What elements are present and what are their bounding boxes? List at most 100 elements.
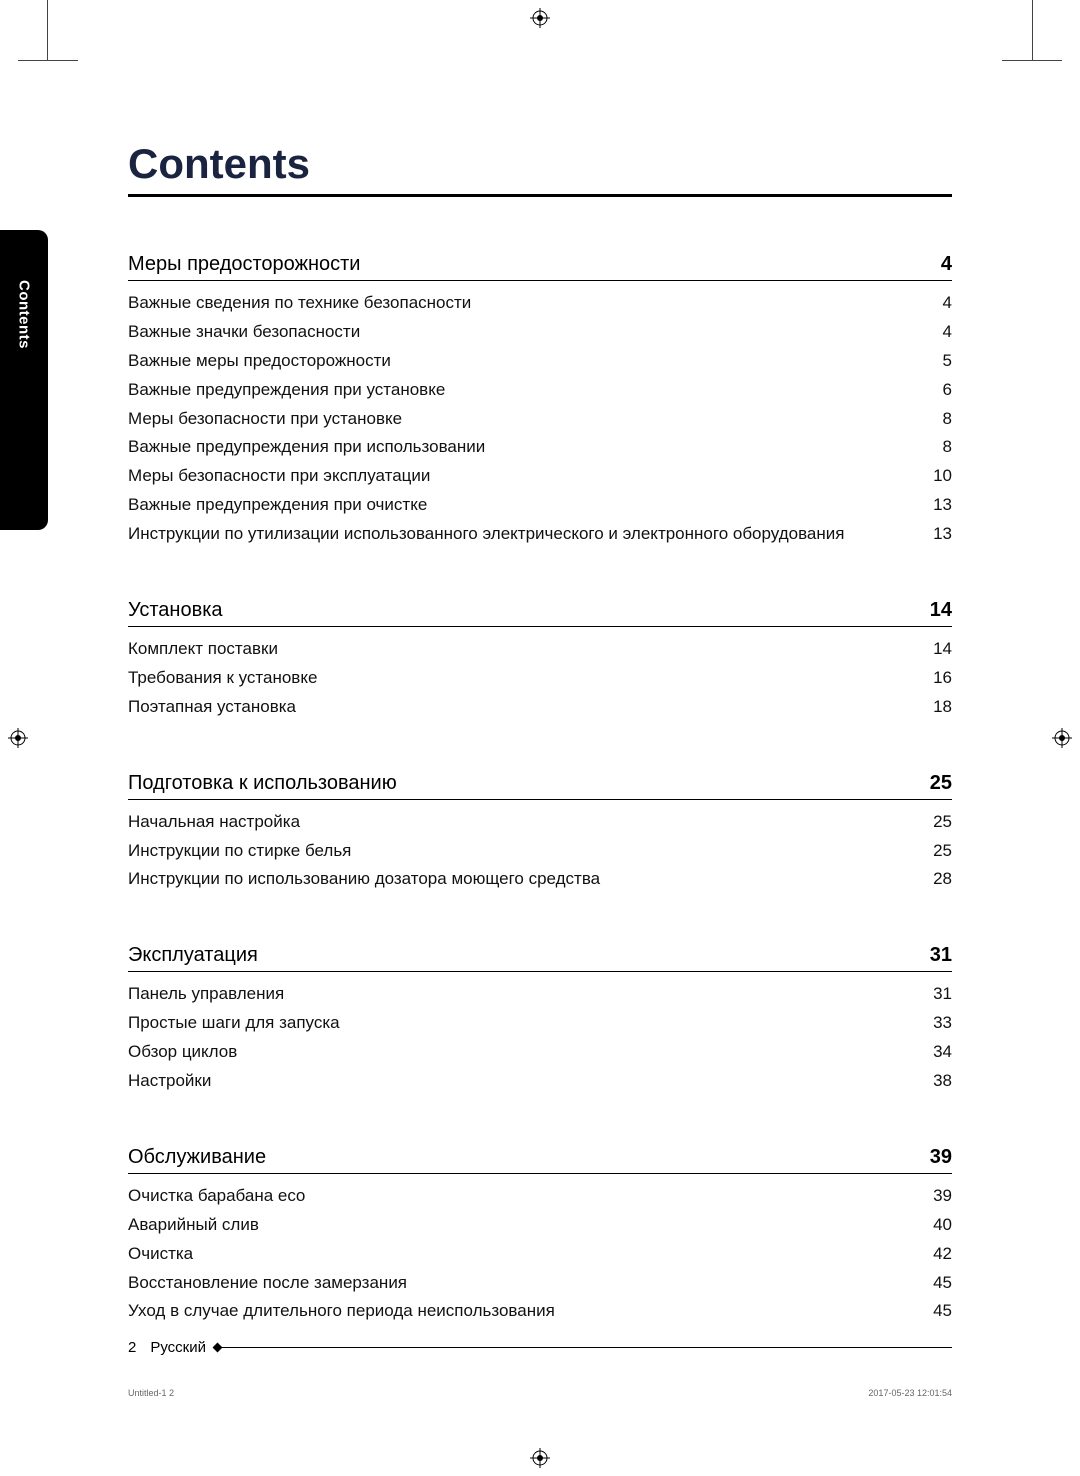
toc-row: Поэтапная установка18 (128, 693, 952, 722)
toc-item-title: Начальная настройка (128, 808, 912, 837)
toc-row: Комплект поставки14 (128, 635, 952, 664)
toc-item-page: 13 (912, 520, 952, 549)
toc-item-page: 4 (912, 318, 952, 347)
toc-item-page: 4 (912, 289, 952, 318)
toc-item-page: 39 (912, 1182, 952, 1211)
toc-item-page: 33 (912, 1009, 952, 1038)
section-page: 31 (930, 944, 952, 967)
toc-row: Важные значки безопасности4 (128, 318, 952, 347)
toc-row: Аварийный слив40 (128, 1211, 952, 1240)
title-rule (128, 194, 952, 197)
toc-item-page: 25 (912, 808, 952, 837)
toc-item-title: Поэтапная установка (128, 693, 912, 722)
toc-item-title: Уход в случае длительного периода неиспо… (128, 1297, 912, 1326)
toc-item-page: 42 (912, 1240, 952, 1269)
toc-item-title: Важные значки безопасности (128, 318, 912, 347)
toc-section: Подготовка к использованию25Начальная на… (128, 772, 952, 895)
registration-mark-icon (8, 728, 28, 748)
page: Contents Contents Меры предосторожности4… (48, 60, 1032, 1416)
toc-section: Эксплуатация31Панель управления31Простые… (128, 944, 952, 1096)
section-title: Меры предосторожности (128, 253, 360, 276)
section-page: 39 (930, 1146, 952, 1169)
toc-item-page: 25 (912, 837, 952, 866)
toc-item-title: Аварийный слив (128, 1211, 912, 1240)
toc-row: Важные предупреждения при установке6 (128, 376, 952, 405)
toc-row: Меры безопасности при установке8 (128, 405, 952, 434)
toc-row: Обзор циклов34 (128, 1038, 952, 1067)
toc-row: Требования к установке16 (128, 664, 952, 693)
toc-item-page: 28 (912, 865, 952, 894)
side-tab-label: Contents (16, 280, 33, 349)
toc-item-title: Меры безопасности при установке (128, 405, 912, 434)
toc-item-page: 16 (912, 664, 952, 693)
toc-item-title: Панель управления (128, 980, 912, 1009)
toc-item-page: 34 (912, 1038, 952, 1067)
toc-item-page: 14 (912, 635, 952, 664)
toc-section: Установка14Комплект поставки14Требования… (128, 599, 952, 722)
toc-item-title: Простые шаги для запуска (128, 1009, 912, 1038)
section-title: Установка (128, 599, 223, 622)
toc-item-page: 10 (912, 462, 952, 491)
toc-row: Важные предупреждения при очистке13 (128, 491, 952, 520)
toc-item-page: 31 (912, 980, 952, 1009)
toc-item-title: Очистка (128, 1240, 912, 1269)
toc-row: Важные предупреждения при использовании8 (128, 433, 952, 462)
section-page: 25 (930, 772, 952, 795)
toc-item-page: 45 (912, 1297, 952, 1326)
section-title: Эксплуатация (128, 944, 258, 967)
section-header: Эксплуатация 31 (128, 944, 952, 972)
toc-row: Уход в случае длительного периода неиспо… (128, 1297, 952, 1326)
toc-item-title: Важные предупреждения при установке (128, 376, 912, 405)
toc-row: Очистка барабана eco39 (128, 1182, 952, 1211)
toc-row: Очистка42 (128, 1240, 952, 1269)
section-page: 14 (930, 599, 952, 622)
side-tab: Contents (0, 230, 48, 530)
crop-mark (47, 0, 107, 60)
toc-item-page: 6 (912, 376, 952, 405)
toc-row: Начальная настройка25 (128, 808, 952, 837)
toc-item-page: 8 (912, 433, 952, 462)
toc-item-title: Инструкции по стирке белья (128, 837, 912, 866)
toc-item-page: 38 (912, 1067, 952, 1096)
page-footer: 2 Русский (128, 1339, 952, 1356)
toc-row: Важные меры предосторожности5 (128, 347, 952, 376)
section-header: Меры предосторожности 4 (128, 253, 952, 281)
toc-item-page: 5 (912, 347, 952, 376)
toc-row: Инструкции по утилизации использованного… (128, 520, 952, 549)
toc-row: Меры безопасности при эксплуатации10 (128, 462, 952, 491)
page-number: 2 (128, 1339, 136, 1356)
toc-row: Восстановление после замерзания45 (128, 1269, 952, 1298)
toc-row: Настройки38 (128, 1067, 952, 1096)
toc-item-title: Требования к установке (128, 664, 912, 693)
toc-item-title: Важные сведения по технике безопасности (128, 289, 912, 318)
toc-section: Меры предосторожности4Важные сведения по… (128, 253, 952, 549)
toc-item-title: Настройки (128, 1067, 912, 1096)
toc-item-page: 8 (912, 405, 952, 434)
toc-item-title: Очистка барабана eco (128, 1182, 912, 1211)
crop-mark (973, 0, 1033, 60)
section-title: Обслуживание (128, 1146, 266, 1169)
toc-item-title: Обзор циклов (128, 1038, 912, 1067)
toc-item-title: Инструкции по использованию дозатора мою… (128, 865, 912, 894)
toc-row: Инструкции по использованию дозатора мою… (128, 865, 952, 894)
registration-mark-icon (530, 1448, 550, 1468)
toc-row: Простые шаги для запуска33 (128, 1009, 952, 1038)
toc-item-title: Важные меры предосторожности (128, 347, 912, 376)
section-header: Установка 14 (128, 599, 952, 627)
section-page: 4 (941, 253, 952, 276)
section-title: Подготовка к использованию (128, 772, 397, 795)
toc-item-page: 40 (912, 1211, 952, 1240)
toc-item-title: Инструкции по утилизации использованного… (128, 520, 912, 549)
toc-sections: Меры предосторожности4Важные сведения по… (128, 253, 952, 1326)
toc-item-title: Восстановление после замерзания (128, 1269, 912, 1298)
toc-section: Обслуживание39Очистка барабана eco39Авар… (128, 1146, 952, 1326)
page-language: Русский (150, 1339, 206, 1356)
toc-row: Важные сведения по технике безопасности4 (128, 289, 952, 318)
section-header: Подготовка к использованию 25 (128, 772, 952, 800)
footer-rule (220, 1347, 952, 1348)
section-header: Обслуживание 39 (128, 1146, 952, 1174)
toc-item-page: 45 (912, 1269, 952, 1298)
registration-mark-icon (530, 8, 550, 28)
registration-mark-icon (1052, 728, 1072, 748)
toc-row: Инструкции по стирке белья25 (128, 837, 952, 866)
